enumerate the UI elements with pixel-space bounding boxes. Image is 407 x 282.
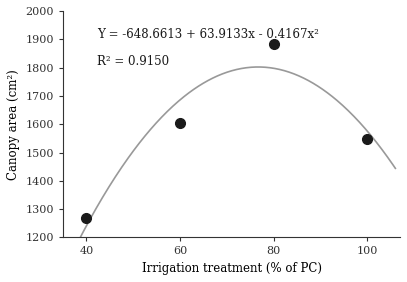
X-axis label: Irrigation treatment (% of PC): Irrigation treatment (% of PC) [142, 262, 322, 275]
Point [270, 42, 277, 47]
Y-axis label: Canopy area (cm²): Canopy area (cm²) [7, 69, 20, 180]
Text: Y = -648.6613 + 63.9133x - 0.4167x²: Y = -648.6613 + 63.9133x - 0.4167x² [97, 28, 319, 41]
Text: R² = 0.9150: R² = 0.9150 [97, 55, 169, 68]
Point [364, 137, 370, 141]
Point [177, 120, 183, 125]
Point [83, 216, 90, 221]
